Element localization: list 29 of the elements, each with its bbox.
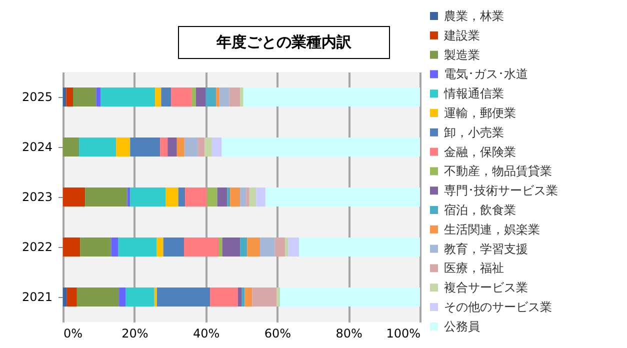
legend-label: 生活関連，娯楽業 <box>444 222 540 236</box>
x-tick-label: 100% <box>386 326 420 340</box>
legend-label: 金融，保険業 <box>444 144 516 159</box>
legend-label: 卸，小売業 <box>444 125 504 140</box>
y-tick-label: 2022 <box>22 240 52 254</box>
x-tick-label: 60% <box>264 326 292 340</box>
legend-label: 公務員 <box>444 319 480 334</box>
x-tick-label: 40% <box>192 326 220 340</box>
legend-label: 電気･ガス･水道 <box>444 67 528 82</box>
legend-label: 不動産，物品賃貸業 <box>444 164 552 178</box>
legend-label: 専門･技術サービス業 <box>444 184 558 198</box>
x-tick-label: 20% <box>122 326 148 340</box>
x-tick-label: 0% <box>64 326 83 340</box>
legend-label: その他のサービス業 <box>444 300 552 314</box>
legend-label: 情報通信業 <box>443 86 504 101</box>
y-tick-label: 2023 <box>22 190 52 204</box>
y-tick-label: 2021 <box>22 290 52 304</box>
y-tick-label: 2025 <box>22 90 52 104</box>
legend-label: 農業，林業 <box>444 9 504 23</box>
legend-label: 複合サービス業 <box>444 280 528 295</box>
legend-label: 運輸，郵便業 <box>444 106 516 120</box>
legend-label: 教育，学習支援 <box>444 242 528 256</box>
legend-label: 建設業 <box>443 28 480 42</box>
y-tick-label: 2024 <box>22 140 52 154</box>
chart-title: 年度ごとの業種内訳 <box>178 26 390 59</box>
x-tick-label: 80% <box>336 326 362 340</box>
legend-label: 医療，福祉 <box>444 261 504 276</box>
legend-label: 宿泊，飲食業 <box>444 203 516 217</box>
legend-label: 製造業 <box>444 48 480 62</box>
